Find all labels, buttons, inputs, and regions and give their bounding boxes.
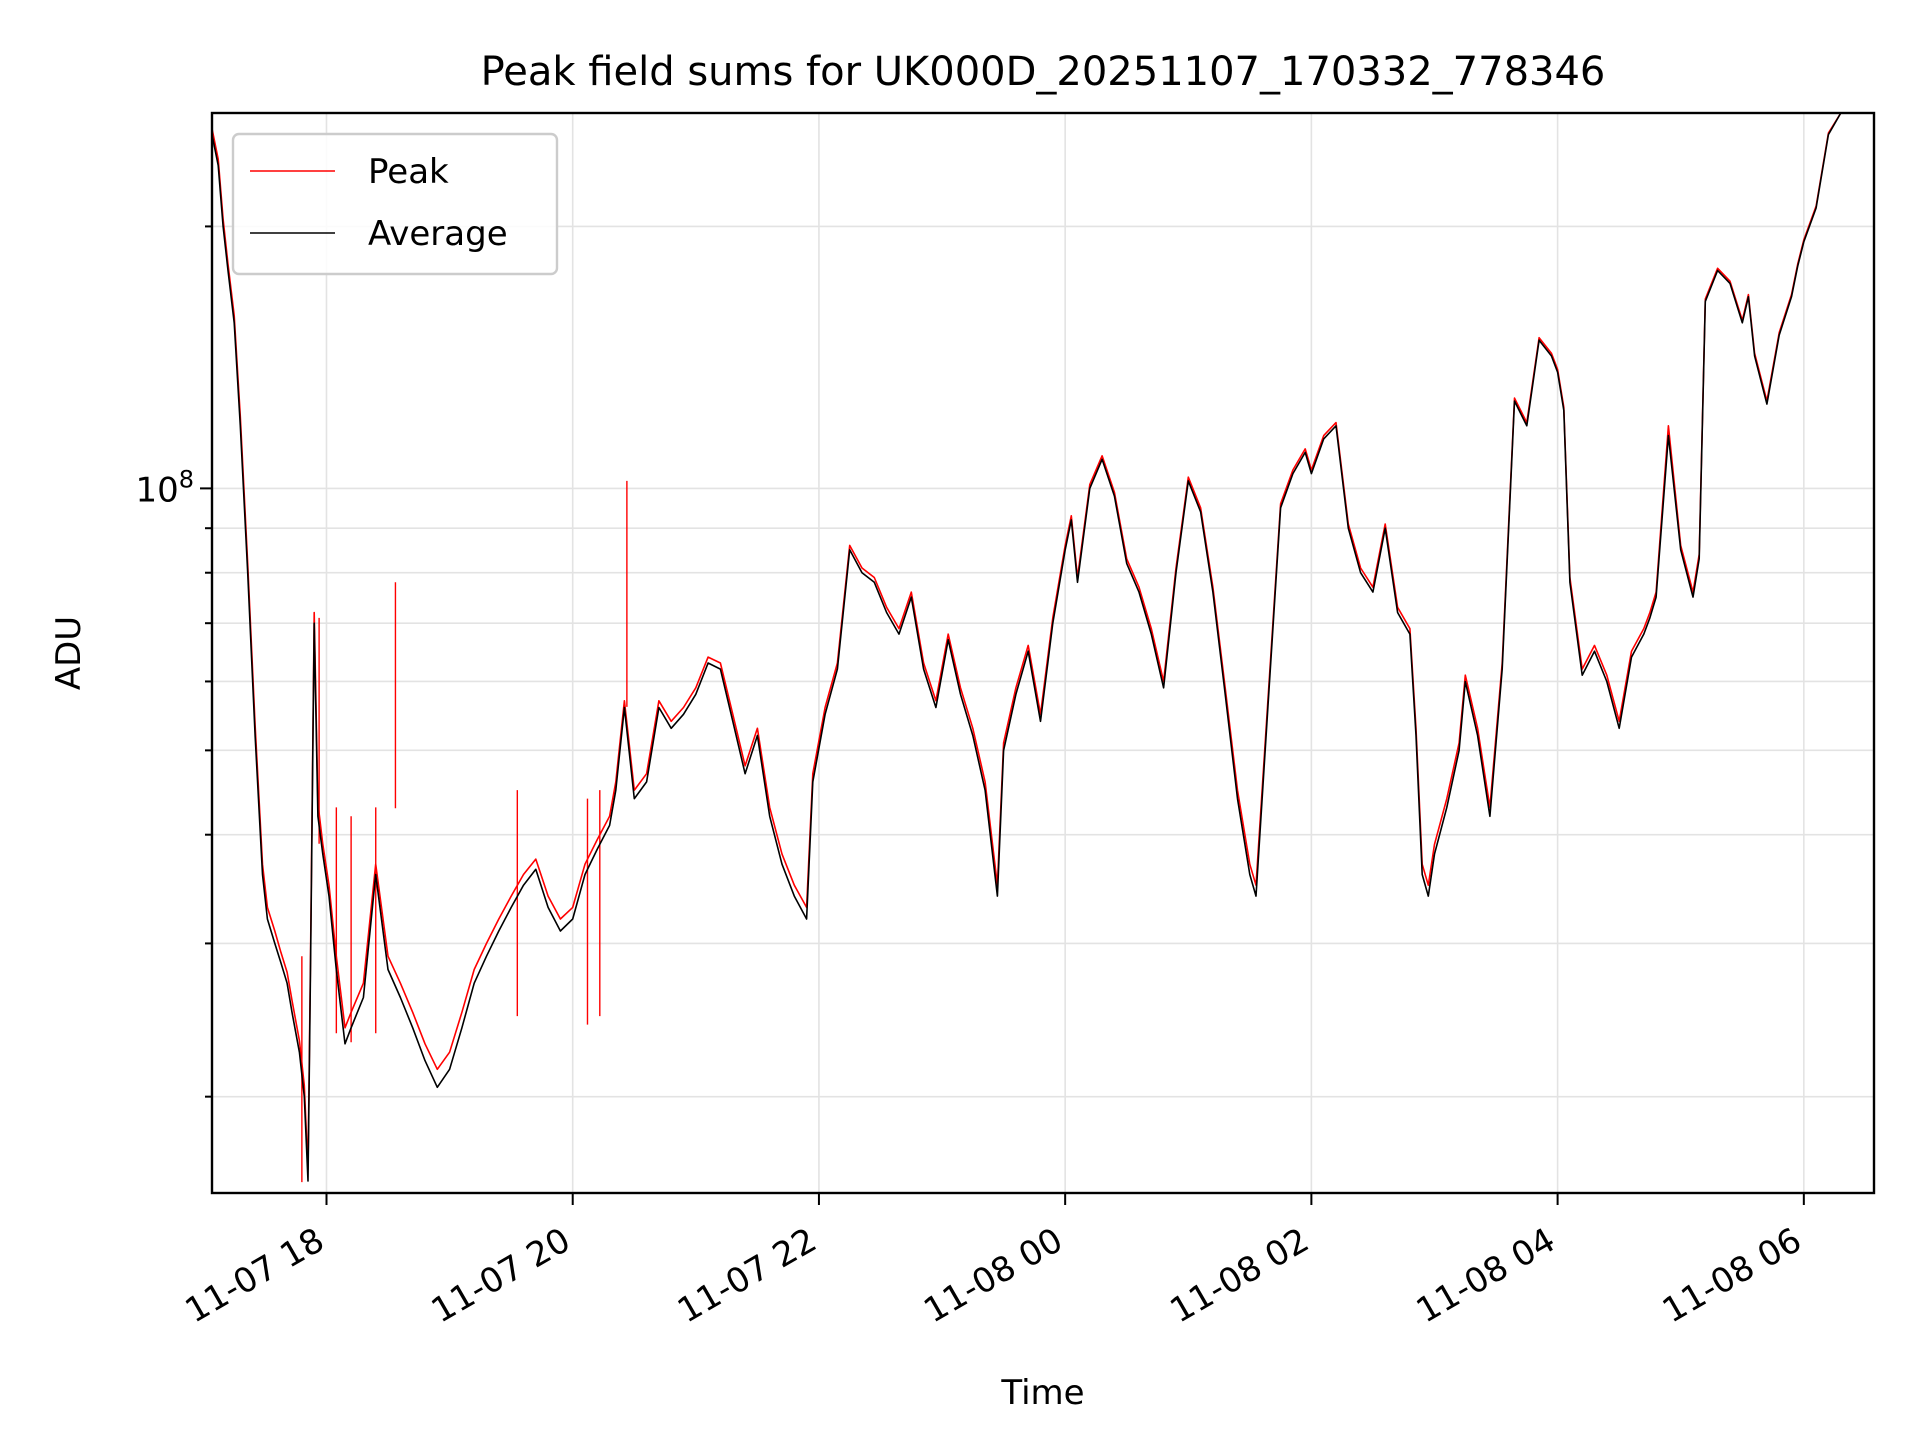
peak-spikes bbox=[301, 480, 628, 1183]
legend-label-peak: Peak bbox=[368, 152, 449, 192]
legend-label-average: Average bbox=[368, 214, 508, 254]
x-axis-label: Time bbox=[1000, 1373, 1084, 1413]
series-line-average bbox=[211, 112, 1842, 1182]
legend-box bbox=[231, 132, 559, 276]
y-tick-label: 108 bbox=[135, 465, 194, 510]
legend: Peak Average bbox=[231, 132, 559, 276]
series-layer bbox=[211, 112, 1842, 1182]
y-axis-label: ADU bbox=[49, 616, 89, 690]
chart-title: Peak field sums for UK000D_20251107_1703… bbox=[481, 49, 1606, 95]
plot-frame bbox=[210, 111, 1876, 1195]
